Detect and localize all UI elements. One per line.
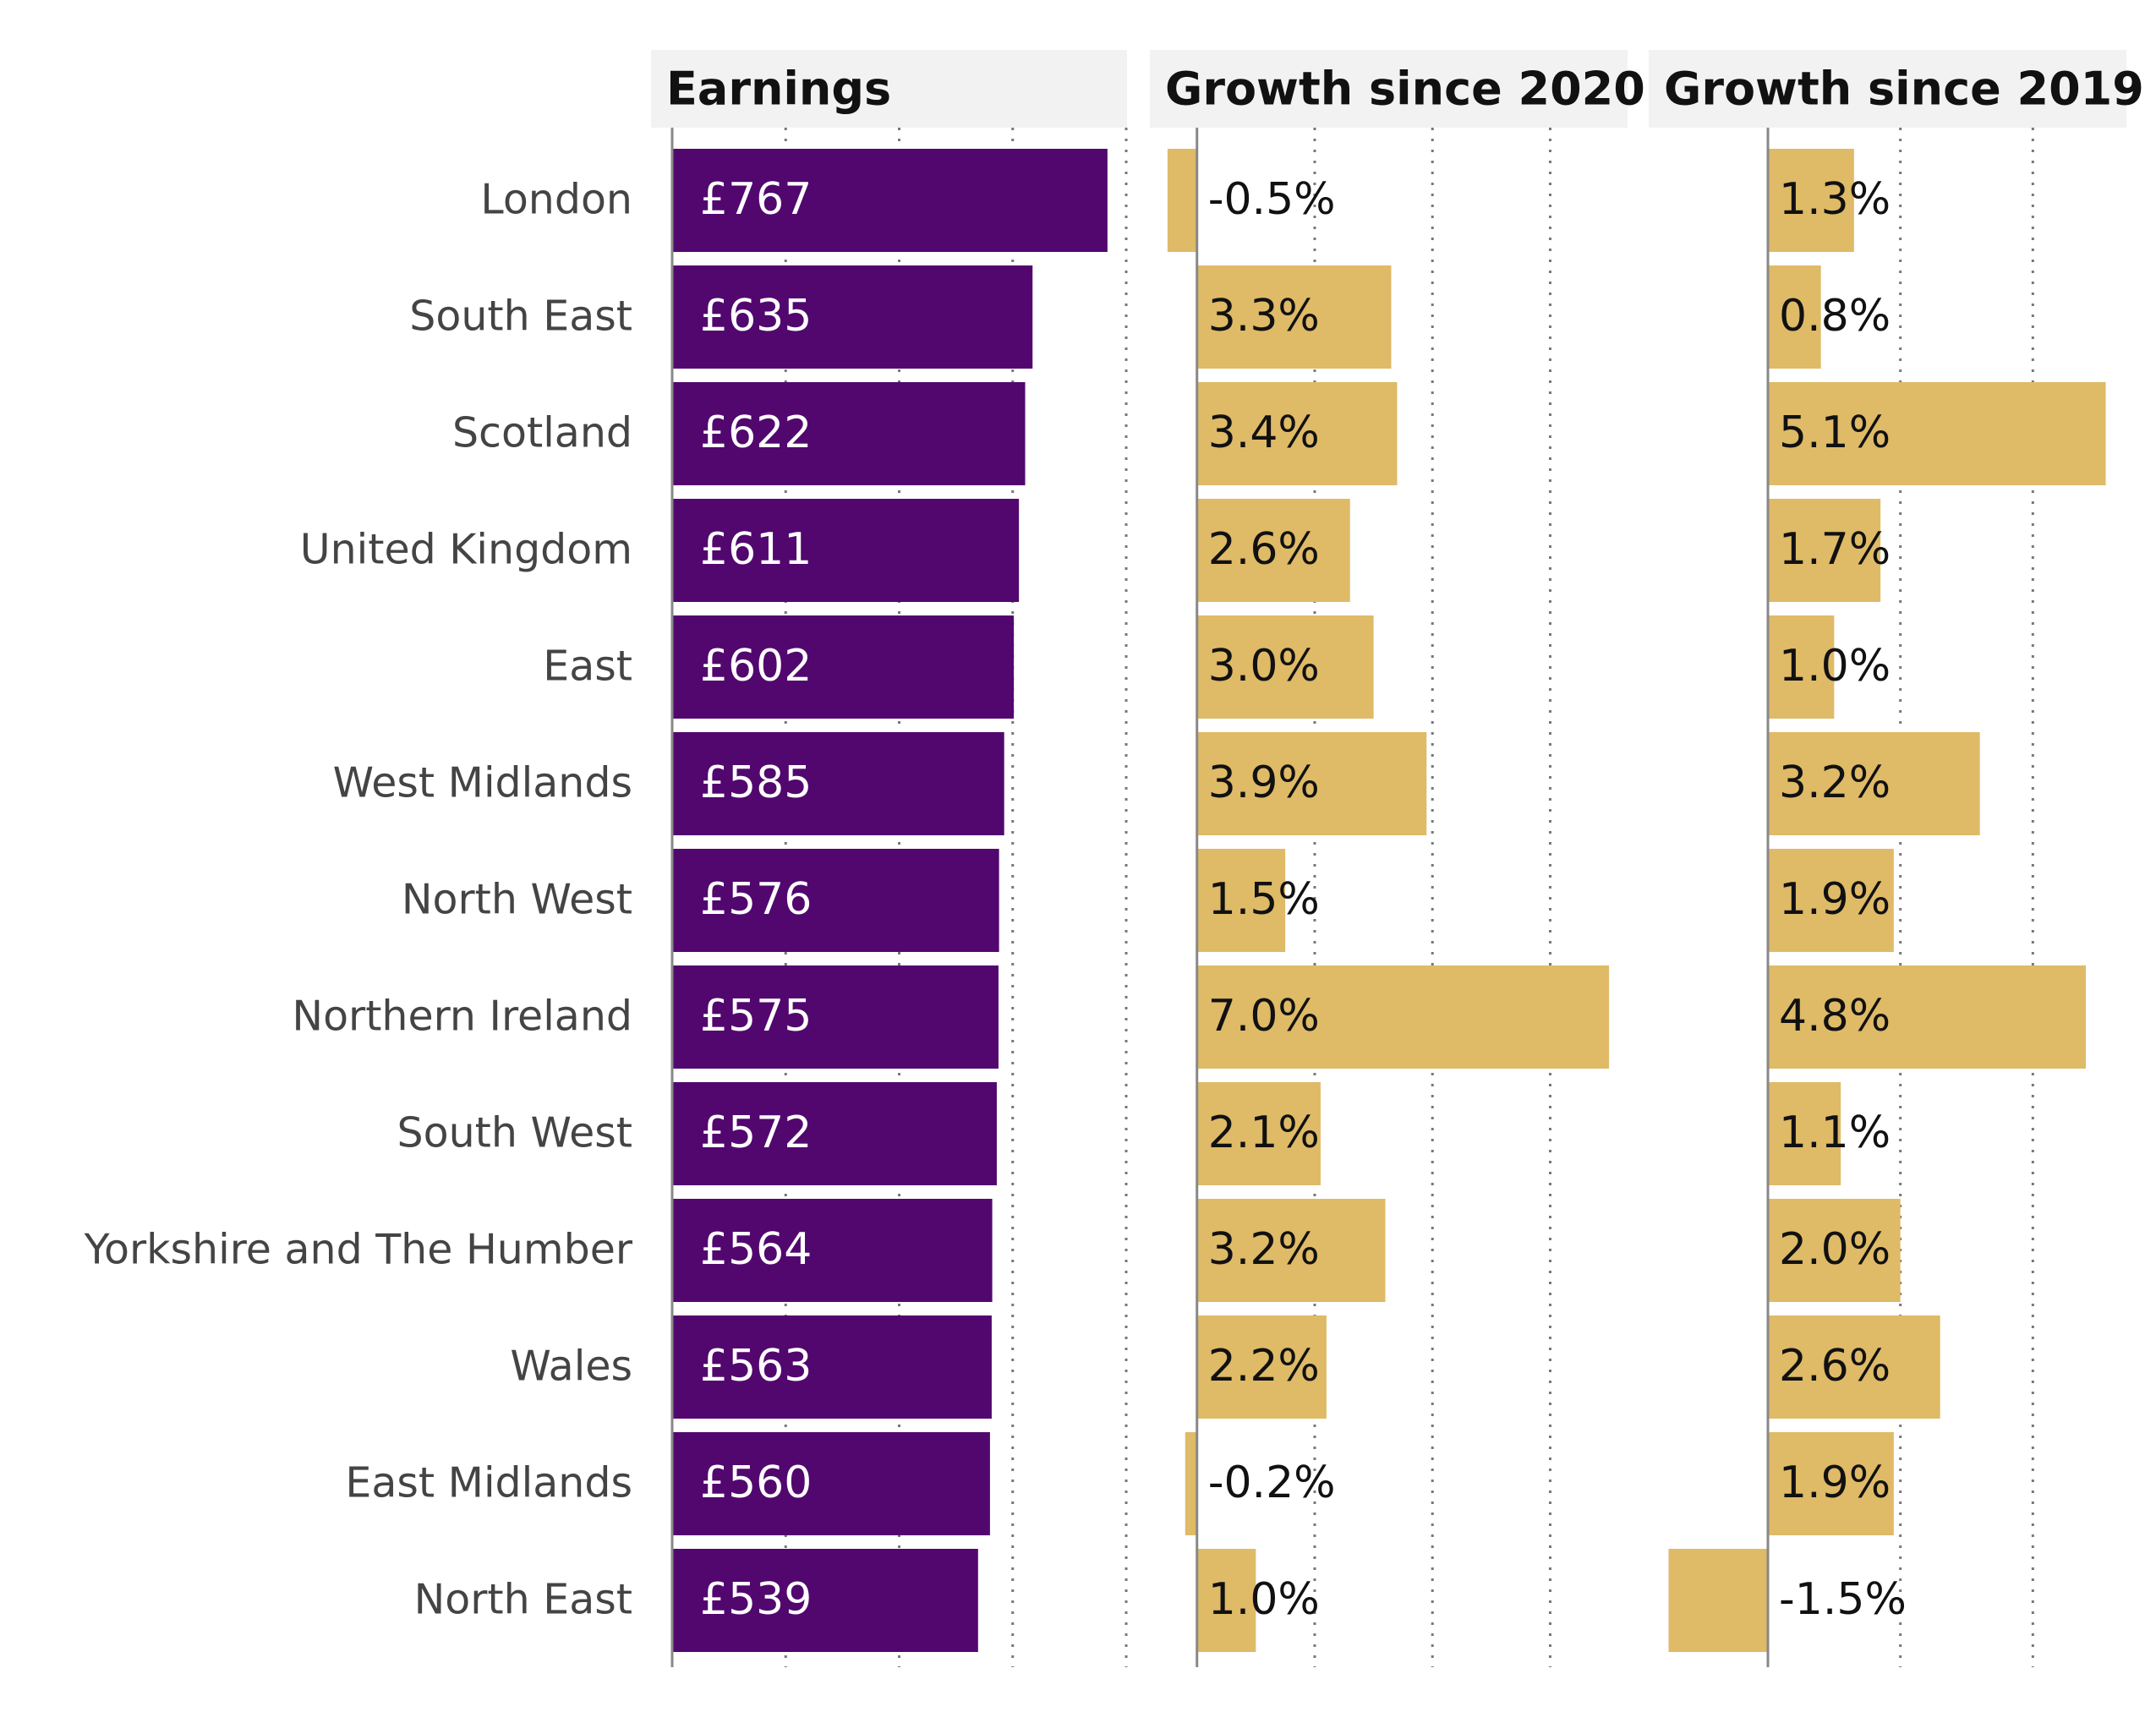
value-label: £622 bbox=[700, 407, 812, 458]
value-label: £585 bbox=[700, 758, 812, 808]
value-label: -1.5% bbox=[1779, 1574, 1907, 1625]
panel-header bbox=[1150, 50, 1628, 128]
bar bbox=[672, 1082, 997, 1185]
bar bbox=[1196, 1082, 1321, 1185]
category-label: South East bbox=[409, 293, 632, 341]
bar bbox=[1196, 1549, 1256, 1652]
value-label: £563 bbox=[700, 1341, 812, 1392]
value-label: 5.1% bbox=[1779, 407, 1891, 458]
bar bbox=[1196, 849, 1286, 952]
category-label: East bbox=[543, 643, 632, 691]
category-label: London bbox=[480, 176, 632, 224]
value-label: -0.5% bbox=[1208, 174, 1336, 225]
bar bbox=[1768, 265, 1821, 369]
category-label: South West bbox=[397, 1109, 632, 1157]
value-label: 1.7% bbox=[1779, 524, 1891, 575]
bar bbox=[1768, 1082, 1841, 1185]
bar bbox=[1768, 499, 1881, 602]
value-label: 3.0% bbox=[1208, 641, 1320, 692]
value-label: £767 bbox=[700, 174, 812, 225]
category-label: Wales bbox=[510, 1343, 632, 1391]
bar bbox=[1196, 265, 1392, 369]
panel-title: Growth since 2019 bbox=[1664, 63, 2144, 116]
panel-title: Earnings bbox=[666, 63, 891, 116]
value-label: 1.9% bbox=[1779, 874, 1891, 925]
bar bbox=[1196, 615, 1374, 719]
panel-title: Growth since 2020 bbox=[1165, 63, 1645, 116]
category-label: Scotland bbox=[452, 409, 632, 457]
bar bbox=[672, 965, 999, 1069]
category-label: United Kingdom bbox=[300, 526, 632, 574]
value-label: £602 bbox=[700, 641, 812, 692]
value-label: 1.3% bbox=[1779, 174, 1891, 225]
value-label: £611 bbox=[700, 524, 812, 575]
value-label: 2.6% bbox=[1779, 1341, 1891, 1392]
value-label: £575 bbox=[700, 991, 812, 1042]
bar bbox=[1768, 1432, 1894, 1535]
bar bbox=[1768, 1199, 1901, 1302]
value-label: 2.2% bbox=[1208, 1341, 1320, 1392]
bar bbox=[1768, 382, 2106, 485]
value-label: £572 bbox=[700, 1108, 812, 1158]
bar bbox=[1196, 965, 1610, 1069]
bar bbox=[1196, 382, 1398, 485]
value-label: 3.4% bbox=[1208, 407, 1320, 458]
value-label: £564 bbox=[700, 1224, 812, 1275]
bar bbox=[1768, 849, 1894, 952]
category-label: North East bbox=[414, 1576, 632, 1624]
value-label: 4.8% bbox=[1779, 991, 1891, 1042]
bar bbox=[672, 382, 1026, 485]
bar bbox=[1167, 149, 1197, 252]
bar bbox=[672, 1549, 978, 1652]
value-label: £576 bbox=[700, 874, 812, 925]
bar bbox=[672, 732, 1004, 835]
bar bbox=[672, 1432, 990, 1535]
value-label: 3.3% bbox=[1208, 291, 1320, 342]
value-label: 3.9% bbox=[1208, 758, 1320, 808]
bar bbox=[1668, 1549, 1768, 1652]
value-label: £635 bbox=[700, 291, 812, 342]
category-label: Northern Ireland bbox=[292, 993, 632, 1041]
value-label: 2.1% bbox=[1208, 1108, 1320, 1158]
value-label: 2.6% bbox=[1208, 524, 1320, 575]
value-label: 7.0% bbox=[1208, 991, 1320, 1042]
bar bbox=[672, 149, 1108, 252]
value-label: 2.0% bbox=[1779, 1224, 1891, 1275]
category-label: Yorkshire and The Humber bbox=[84, 1226, 633, 1274]
value-label: £560 bbox=[700, 1458, 812, 1508]
bar bbox=[1196, 499, 1350, 602]
bar bbox=[672, 615, 1015, 719]
bar bbox=[1768, 1315, 1940, 1419]
bar bbox=[672, 1315, 992, 1419]
bar bbox=[1196, 1315, 1327, 1419]
bar bbox=[1768, 149, 1854, 252]
category-label: West Midlands bbox=[333, 759, 632, 807]
bar bbox=[672, 265, 1033, 369]
bar bbox=[1196, 732, 1427, 835]
value-label: 1.5% bbox=[1208, 874, 1320, 925]
value-label: 1.0% bbox=[1779, 641, 1891, 692]
bar bbox=[672, 849, 999, 952]
category-label: North West bbox=[402, 876, 632, 924]
value-label: 3.2% bbox=[1208, 1224, 1320, 1275]
bar bbox=[672, 499, 1020, 602]
bar bbox=[1768, 965, 2086, 1069]
value-label: 1.1% bbox=[1779, 1108, 1891, 1158]
value-label: £539 bbox=[700, 1574, 812, 1625]
value-label: 3.2% bbox=[1779, 758, 1891, 808]
bar bbox=[1196, 1199, 1386, 1302]
category-label: East Midlands bbox=[345, 1459, 632, 1507]
value-label: -0.2% bbox=[1208, 1458, 1336, 1508]
panel-header bbox=[651, 50, 1127, 128]
bar bbox=[1768, 615, 1835, 719]
bar bbox=[672, 1199, 993, 1302]
bar bbox=[1768, 732, 1980, 835]
value-label: 0.8% bbox=[1779, 291, 1891, 342]
bar bbox=[1185, 1432, 1197, 1535]
value-label: 1.9% bbox=[1779, 1458, 1891, 1508]
panel-header bbox=[1649, 50, 2126, 128]
value-label: 1.0% bbox=[1208, 1574, 1320, 1625]
